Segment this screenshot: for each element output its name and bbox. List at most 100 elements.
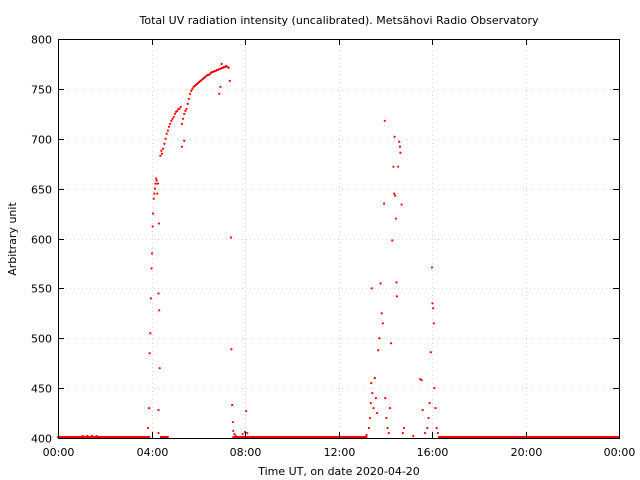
data-point [150,252,154,255]
data-point [375,411,379,415]
data-point [163,142,166,145]
data-point [391,239,394,242]
x-tick-label: 04:00 [137,446,169,459]
data-point [231,403,234,407]
data-point [233,432,236,436]
x-tick-label: 20:00 [511,446,543,459]
y-tick-label: 750 [31,84,52,97]
data-point [427,416,430,420]
data-point [153,192,156,195]
data-point [378,337,381,340]
data-point [368,416,372,420]
data-point [231,420,234,424]
data-point [180,145,183,148]
x-axis-label: Time UT, on date 2020-04-20 [257,465,420,478]
data-point [228,79,231,82]
data-point [433,387,436,390]
data-point [380,312,383,315]
x-tick-label: 08:00 [230,446,262,459]
data-point [159,154,162,157]
data-point [148,406,151,410]
data-point [365,433,368,437]
data-point [372,406,375,410]
data-point [178,107,181,110]
data-point [156,192,159,195]
data-point [398,140,401,143]
data-point [241,432,244,436]
data-point [429,351,432,354]
data-point [176,109,179,112]
data-point [187,97,190,100]
data-point [164,137,167,140]
data-point [190,89,193,92]
data-point [158,367,161,370]
data-point [183,139,186,142]
data-point [157,408,160,412]
y-tick-label: 550 [31,283,52,296]
data-point [152,212,155,215]
data-point [90,434,93,438]
data-point [394,217,397,220]
data-point [421,408,424,412]
data-point [173,112,176,115]
data-point [388,406,392,410]
data-point [373,377,376,380]
data-point [367,426,370,430]
data-point [386,426,389,430]
data-point [381,322,385,325]
data-point [157,222,161,225]
data-point [389,342,393,345]
data-point [245,409,248,413]
y-tick-label: 700 [31,134,52,147]
data-point [162,147,165,150]
data-point [160,149,163,152]
data-point [149,332,152,335]
data-point [155,179,158,182]
data-point [181,117,185,120]
data-point [171,117,174,120]
data-point [180,122,183,125]
data-point [188,92,192,95]
data-point [160,152,164,155]
data-point [397,165,400,168]
y-tick-label: 800 [31,34,52,47]
data-point [165,132,168,135]
data-point [371,392,374,395]
data-points [56,62,621,439]
data-point [402,426,406,430]
data-point [382,202,386,205]
data-point [191,87,194,90]
data-point [393,192,396,195]
grid-lines [58,39,619,438]
data-point [156,182,159,185]
data-point [172,115,175,118]
data-point [183,112,186,115]
data-point [395,281,398,284]
x-tick-label: 00:00 [604,446,636,459]
axis-ticks: 00:00 04:00 08:00 12:00 16:00 20:00 00:0040045… [31,34,635,460]
data-point [385,416,388,420]
data-point [234,434,237,438]
data-point [430,266,434,269]
data-point [146,426,150,430]
data-point [436,431,439,435]
chart-title: Total UV radiation intensity (uncalibrat… [139,14,539,27]
x-tick-label: 12:00 [324,446,356,459]
data-point [81,434,84,438]
data-point [151,225,154,228]
data-point [393,135,396,138]
data-point [148,352,151,355]
data-point [157,431,160,435]
y-axis-label: Arbitrary unit [6,202,19,276]
data-point [398,145,402,148]
data-point [393,194,397,197]
data-point [230,348,233,351]
data-point [246,431,249,435]
y-tick-label: 450 [31,383,52,396]
data-point [420,379,423,382]
data-point [377,349,380,352]
data-point [150,267,153,270]
data-point [186,102,189,105]
data-point [383,119,386,122]
